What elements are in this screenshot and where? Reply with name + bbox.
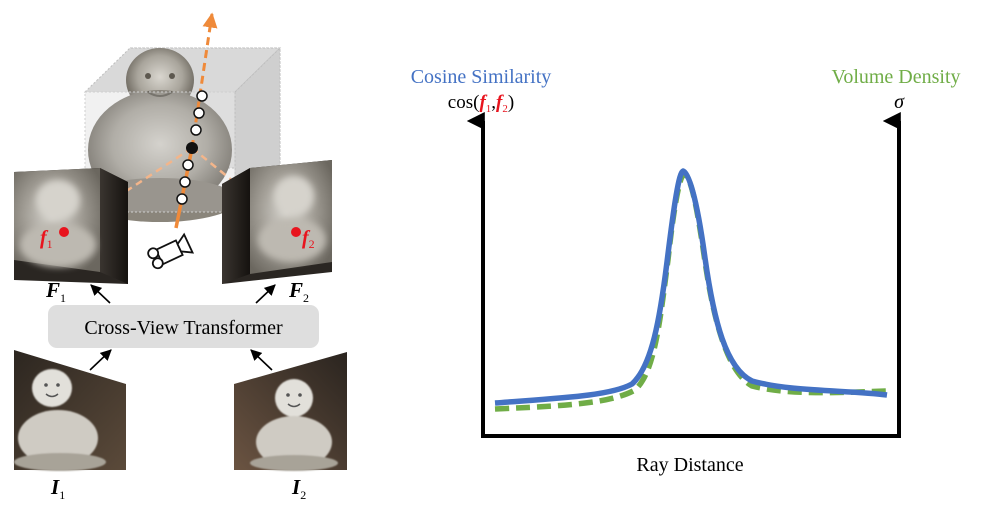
- feature-map-2-label: F2: [288, 278, 309, 305]
- ray-sample: [179, 176, 191, 188]
- left-axis-math-label: cos(f1,f2): [448, 92, 514, 115]
- arrow-to-f2: [255, 284, 276, 304]
- feature-point-1-label: f1: [40, 227, 53, 251]
- camera-ray-dashed: [190, 12, 218, 149]
- right-axis-title: Volume Density: [831, 66, 960, 88]
- ray-sample: [190, 124, 202, 136]
- feature-point-2-dot: [291, 227, 301, 237]
- cross-view-transformer: Cross-View Transformer: [48, 305, 319, 348]
- feature-point-1-dot: [59, 227, 69, 237]
- input-image-2-label: I2: [291, 475, 306, 502]
- input-image-1: [14, 350, 126, 471]
- feature-map-2: [222, 160, 332, 284]
- camera-icon: [147, 232, 195, 270]
- left-axis-title: Cosine Similarity: [411, 66, 552, 88]
- ray-sample: [176, 193, 188, 205]
- ray-samples: [176, 90, 208, 205]
- arrow-from-i1: [89, 349, 112, 371]
- ray-sample-active: [186, 142, 198, 154]
- feature-map-1-label: F1: [45, 278, 66, 305]
- feature-map-1: [14, 168, 128, 284]
- input-image-2: [234, 352, 347, 471]
- cosine-similarity-curve: [494, 168, 888, 406]
- x-axis-label: Ray Distance: [636, 454, 743, 476]
- ray-sample: [196, 90, 208, 102]
- transformer-label: Cross-View Transformer: [84, 317, 283, 339]
- feature-point-2-label: f2: [302, 227, 315, 251]
- ray-sample: [182, 159, 194, 171]
- chart: Cosine Similarity Volume Density cos(f1,…: [411, 66, 961, 476]
- arrow-to-f1: [90, 284, 111, 304]
- input-image-1-label: I1: [50, 475, 65, 502]
- volume-density-curve: [494, 171, 888, 412]
- right-axis-math-label: σ: [894, 91, 905, 113]
- arrow-from-i2: [250, 349, 273, 371]
- ray-sample: [193, 107, 205, 119]
